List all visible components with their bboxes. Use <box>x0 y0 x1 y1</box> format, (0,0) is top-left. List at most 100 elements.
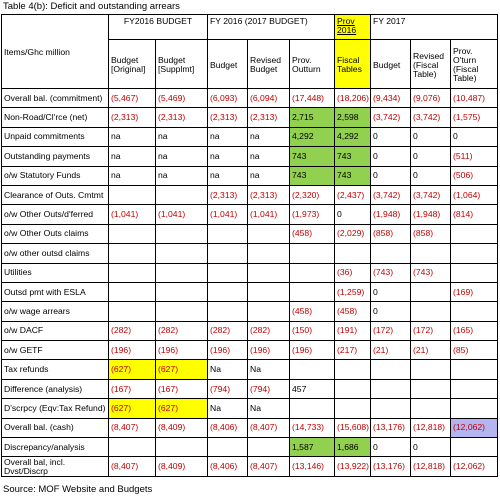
table-row: Discrepancy/analysis 1,587 1,686 0 0 <box>1 437 499 458</box>
cell: 743 <box>334 165 372 186</box>
cell: (8,407) <box>108 456 156 477</box>
cell <box>154 437 209 458</box>
row-label: Difference (analysis) <box>1 378 109 400</box>
cell: (13,922) <box>334 456 372 477</box>
cell: 0 <box>450 126 499 148</box>
row-label: o/w Other Outs claims <box>1 223 109 245</box>
table-row: Overall bal. (cash) (8,407) (8,409) (8,406)… <box>1 417 499 439</box>
cell <box>154 184 209 206</box>
group-header: Prov 2016 <box>334 14 372 40</box>
cell <box>450 398 499 419</box>
cell <box>154 281 209 303</box>
column-header: Revised (Fiscal Table) <box>410 39 452 89</box>
cell: 457 <box>289 378 336 400</box>
cell: (3,742) <box>370 107 412 128</box>
cell <box>207 281 249 303</box>
cell <box>450 243 499 264</box>
column-header: Budget <box>370 39 412 89</box>
cell: (6,093) <box>207 87 249 109</box>
row-label: o/w Statutory Funds <box>1 165 109 186</box>
cell: 4,292 <box>289 126 336 148</box>
cell <box>154 223 209 245</box>
table-row: Difference (analysis) (167) (167) (794) (794… <box>1 378 499 400</box>
cell: (858) <box>370 223 412 245</box>
cell: (627) <box>108 398 156 419</box>
cell: (8,406) <box>207 417 249 439</box>
cell: (282) <box>108 320 156 342</box>
cell <box>410 359 452 380</box>
row-label: Discrepancy/analysis <box>1 437 109 458</box>
cell: (2,313) <box>247 184 291 206</box>
cell: (169) <box>450 281 499 303</box>
cell: na <box>108 126 156 148</box>
cell: Na <box>247 398 291 419</box>
cell <box>450 359 499 380</box>
cell: (14,733) <box>289 417 336 439</box>
cell: (2,313) <box>108 107 156 128</box>
cell: (167) <box>108 378 156 400</box>
cell <box>247 281 291 303</box>
cell: (9,076) <box>410 87 452 109</box>
cell <box>410 243 452 264</box>
table-row: o/w DACF (282) (282) (282) (282) (150) (191) (1… <box>1 320 499 342</box>
header-row: Items/Ghc million FY2016 BUDGET FY 2016 … <box>1 14 499 89</box>
cell <box>247 223 291 245</box>
cell <box>289 359 336 380</box>
row-label: Utilities <box>1 262 109 283</box>
cell <box>154 243 209 264</box>
cell: na <box>207 165 249 186</box>
group-header: FY 2017 <box>370 14 499 40</box>
cell: (1,973) <box>289 204 336 225</box>
cell <box>370 378 412 400</box>
cell: (8,407) <box>247 456 291 477</box>
cell: (743) <box>370 262 412 283</box>
cell: 0 <box>410 165 452 186</box>
cell: na <box>154 165 209 186</box>
table-row: Outsd pmt with ESLA (1,259) 0 (169) <box>1 281 499 303</box>
cell: (191) <box>334 320 372 342</box>
cell: (165) <box>450 320 499 342</box>
cell: (196) <box>154 340 209 361</box>
cell: (8,407) <box>108 417 156 439</box>
cell: (21) <box>370 340 412 361</box>
cell: (8,409) <box>154 456 209 477</box>
cell: (1,259) <box>334 281 372 303</box>
cell <box>334 398 372 419</box>
row-label: Tax refunds <box>1 359 109 380</box>
cell <box>108 281 156 303</box>
group-header: FY 2016 (2017 BUDGET) <box>207 14 336 40</box>
cell <box>450 262 499 283</box>
cell: (10,487) <box>450 87 499 109</box>
table-row: o/w Statutory Funds na na na na 743 743 0 0 (506) <box>1 165 499 186</box>
source-note: Source: MOF Website and Budgets <box>3 484 153 495</box>
cell: (8,407) <box>247 417 291 439</box>
cell: (36) <box>334 262 372 283</box>
cell <box>108 301 156 322</box>
cell: (458) <box>289 301 336 322</box>
row-label: o/w other outsd claims <box>1 243 109 264</box>
cell: (282) <box>207 320 249 342</box>
row-label: o/w Other Outs/d'ferred <box>1 204 109 225</box>
cell <box>370 398 412 419</box>
cell <box>410 301 452 322</box>
table-row: o/w other outsd claims <box>1 243 499 264</box>
cell: (2,313) <box>154 107 209 128</box>
cell: (2,029) <box>334 223 372 245</box>
table-row: Overall bal. (commitment) (5,467) (5,469)(… <box>1 87 499 109</box>
cell: na <box>108 146 156 167</box>
cell: (196) <box>289 340 336 361</box>
column-header: Revised Budget <box>247 39 291 89</box>
cell: (17,448) <box>289 87 336 109</box>
cell <box>247 243 291 264</box>
cell: (3,742) <box>370 184 412 206</box>
table-row: Non-Road/Cl'rce (net) (2,313) (2,313) (2,31… <box>1 107 499 128</box>
cell: (5,467) <box>108 87 156 109</box>
cell: (794) <box>207 378 249 400</box>
cell: na <box>247 126 291 148</box>
cell: (9,434) <box>370 87 412 109</box>
cell <box>207 243 249 264</box>
cell: (15,608) <box>334 417 372 439</box>
cell <box>370 359 412 380</box>
table-body: Overall bal. (commitment) (5,467) (5,469)(… <box>1 87 499 477</box>
cell: (1,041) <box>207 204 249 225</box>
